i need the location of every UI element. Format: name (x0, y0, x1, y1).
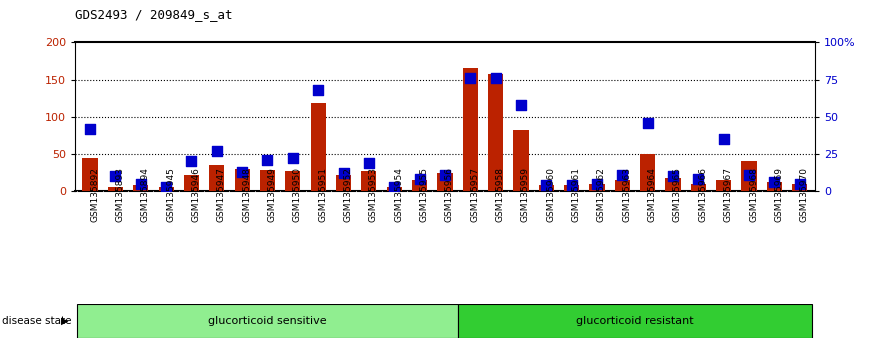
Bar (107, 188, 123, 191)
Point (362, 160, 376, 166)
Text: GSM135965: GSM135965 (673, 167, 682, 222)
Text: GDS2493 / 209849_s_at: GDS2493 / 209849_s_at (75, 8, 233, 21)
Text: GSM135966: GSM135966 (699, 167, 707, 222)
Bar (285, 171, 300, 191)
Bar (640, 154, 655, 191)
Bar (766, 182, 782, 191)
Bar (742, 161, 757, 191)
Text: GSM135962: GSM135962 (597, 167, 606, 222)
Point (285, 156, 300, 161)
Text: GSM135961: GSM135961 (572, 167, 581, 222)
Point (615, 172, 629, 178)
Point (311, 87, 325, 93)
Text: GSM135893: GSM135893 (115, 167, 124, 222)
Bar (83, 158, 98, 191)
Point (489, 75, 503, 81)
Text: GSM135957: GSM135957 (470, 167, 479, 222)
Text: GSM135951: GSM135951 (318, 167, 327, 222)
Text: GSM135947: GSM135947 (217, 167, 226, 222)
Text: GSM135958: GSM135958 (496, 167, 505, 222)
Point (184, 159, 198, 164)
Bar (133, 185, 148, 191)
Text: GSM135892: GSM135892 (90, 167, 99, 222)
Text: GSM135960: GSM135960 (546, 167, 555, 222)
Bar (716, 180, 731, 191)
Bar (691, 184, 706, 191)
Point (261, 157, 275, 163)
Point (438, 172, 452, 178)
Point (539, 182, 553, 188)
Bar (209, 165, 225, 191)
Point (412, 176, 426, 182)
Bar (538, 185, 554, 191)
Text: glucorticoid resistant: glucorticoid resistant (576, 316, 694, 326)
Text: GSM135945: GSM135945 (167, 167, 175, 222)
Point (793, 181, 807, 187)
Bar (361, 171, 376, 191)
Text: GSM135967: GSM135967 (723, 167, 733, 222)
Bar (412, 180, 427, 191)
Bar (260, 170, 275, 191)
Text: GSM135948: GSM135948 (242, 167, 251, 222)
Point (83, 126, 97, 132)
Point (666, 173, 680, 179)
Text: GSM135954: GSM135954 (394, 167, 403, 222)
Bar (184, 175, 199, 191)
Point (640, 120, 655, 126)
Bar (457, 304, 812, 338)
Text: GSM135963: GSM135963 (622, 167, 632, 222)
Point (463, 75, 478, 81)
Point (742, 172, 756, 178)
Text: GSM135950: GSM135950 (292, 167, 302, 222)
Bar (336, 175, 352, 191)
Text: GSM135956: GSM135956 (445, 167, 454, 222)
Bar (792, 184, 807, 191)
Text: GSM135964: GSM135964 (648, 167, 656, 222)
Text: GSM135894: GSM135894 (141, 167, 150, 222)
Bar (387, 188, 402, 191)
Text: GSM135953: GSM135953 (369, 167, 378, 222)
Point (692, 176, 706, 182)
Bar (564, 185, 579, 191)
Bar (437, 172, 453, 191)
Text: GSM135968: GSM135968 (749, 167, 758, 222)
Point (565, 182, 579, 188)
Point (134, 181, 148, 187)
Bar (665, 178, 681, 191)
Point (235, 169, 249, 175)
Bar (514, 130, 529, 191)
Bar (615, 180, 630, 191)
Text: GSM135955: GSM135955 (419, 167, 428, 222)
Bar (463, 69, 478, 191)
Text: GSM135959: GSM135959 (521, 167, 530, 222)
Text: ▶: ▶ (61, 316, 69, 326)
Point (590, 181, 604, 187)
Point (159, 184, 174, 189)
Text: glucorticoid sensitive: glucorticoid sensitive (208, 316, 327, 326)
Text: disease state: disease state (2, 316, 71, 326)
Point (210, 148, 224, 154)
Point (716, 136, 730, 142)
Point (108, 173, 122, 179)
Bar (78, 304, 457, 338)
Bar (311, 103, 326, 191)
Point (337, 171, 351, 176)
Text: GSM135952: GSM135952 (344, 167, 352, 222)
Point (767, 179, 781, 185)
Text: GSM135949: GSM135949 (268, 167, 277, 222)
Bar (589, 184, 604, 191)
Bar (488, 74, 503, 191)
Bar (234, 169, 249, 191)
Text: GSM135970: GSM135970 (800, 167, 809, 222)
Point (514, 102, 528, 108)
Text: GSM135946: GSM135946 (191, 167, 201, 222)
Point (387, 184, 401, 189)
Bar (159, 188, 174, 191)
Text: GSM135969: GSM135969 (774, 167, 783, 222)
